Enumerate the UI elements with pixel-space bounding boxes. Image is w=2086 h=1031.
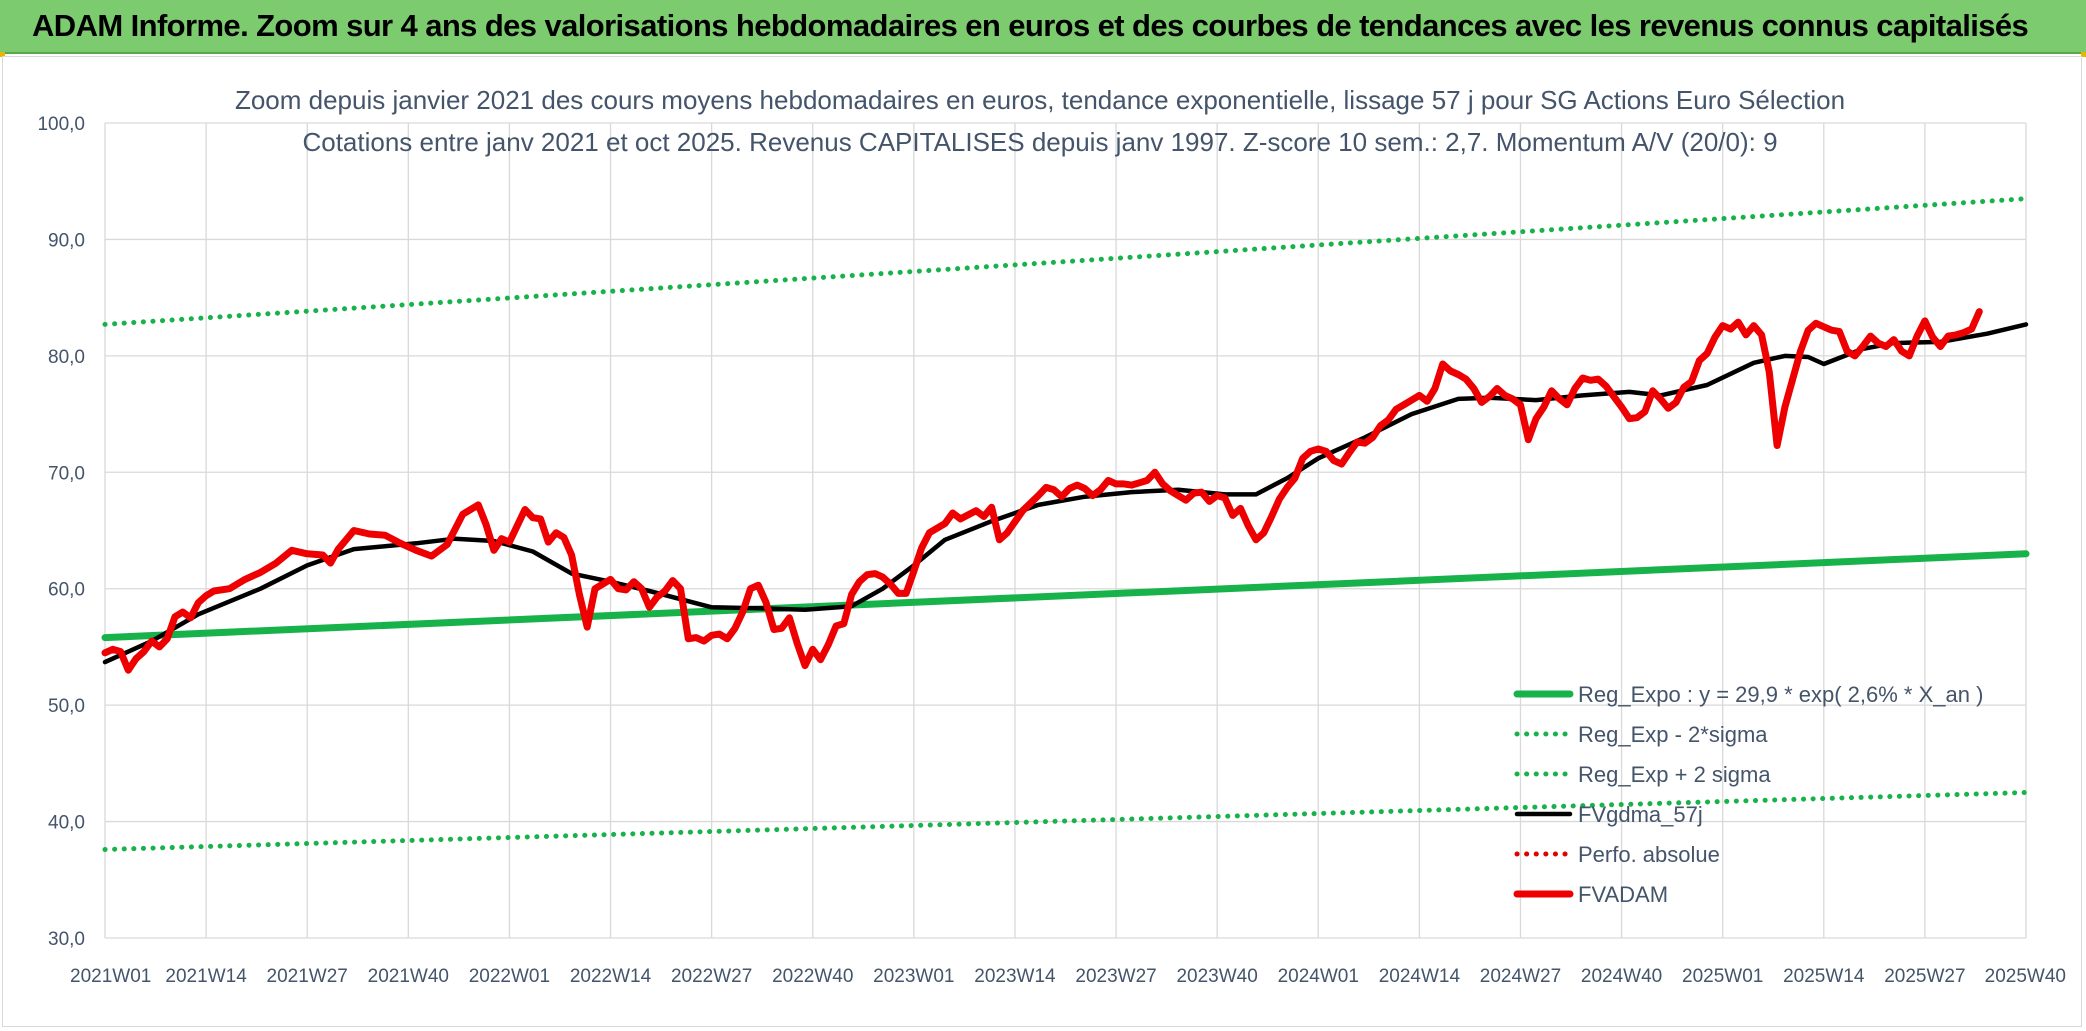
legend-label: FVADAM bbox=[1578, 882, 1668, 907]
y-tick-label: 100,0 bbox=[37, 114, 85, 135]
x-tick-label: 2023W01 bbox=[873, 966, 954, 987]
y-axis-labels: 30,0 40,0 50,0 60,0 70,0 80,0 90,0 100,0 bbox=[37, 114, 85, 950]
x-tick-label: 2024W40 bbox=[1581, 966, 1662, 987]
legend-label: Reg_Exp + 2 sigma bbox=[1578, 762, 1771, 787]
x-tick-label: 2025W14 bbox=[1783, 966, 1865, 987]
corner-marker-left bbox=[0, 52, 5, 57]
x-tick-label: 2022W40 bbox=[772, 966, 853, 987]
y-tick-label: 80,0 bbox=[48, 347, 85, 368]
x-tick-label: 2023W27 bbox=[1075, 966, 1156, 987]
x-tick-label: 2021W40 bbox=[368, 966, 449, 987]
x-tick-label: 2021W27 bbox=[267, 966, 348, 987]
y-tick-label: 90,0 bbox=[48, 230, 85, 251]
x-tick-label: 2023W14 bbox=[974, 966, 1056, 987]
series-line-3 bbox=[102, 196, 2029, 327]
y-tick-label: 70,0 bbox=[48, 463, 85, 484]
grid bbox=[104, 122, 2027, 939]
x-tick-label: 2023W40 bbox=[1176, 966, 1257, 987]
corner-marker-right bbox=[2081, 52, 2086, 57]
series-line-6 bbox=[101, 308, 1983, 674]
x-tick-label: 2022W14 bbox=[570, 966, 652, 987]
y-tick-label: 30,0 bbox=[48, 929, 85, 950]
report-title: ADAM Informe. Zoom sur 4 ans des valoris… bbox=[32, 8, 2029, 43]
x-tick-label: 2024W01 bbox=[1278, 966, 1359, 987]
series-line-1 bbox=[101, 550, 2030, 642]
chart-frame bbox=[2, 56, 2082, 1027]
series-line-2 bbox=[102, 790, 2029, 852]
chart-subtitle: Cotations entre janv 2021 et oct 2025. R… bbox=[302, 127, 1777, 157]
x-tick-label: 2022W27 bbox=[671, 966, 752, 987]
x-tick-label: 2024W27 bbox=[1480, 966, 1561, 987]
x-tick-label: 2025W27 bbox=[1884, 966, 1965, 987]
legend-label: Reg_Exp - 2*sigma bbox=[1578, 722, 1768, 747]
x-tick-label: 2025W40 bbox=[1985, 966, 2066, 987]
plot-area bbox=[101, 196, 2030, 852]
x-tick-label: 2022W01 bbox=[469, 966, 550, 987]
x-tick-label: 2024W14 bbox=[1379, 966, 1461, 987]
x-tick-label: 2021W14 bbox=[165, 966, 247, 987]
report-banner: ADAM Informe. Zoom sur 4 ans des valoris… bbox=[0, 0, 2086, 54]
y-tick-label: 50,0 bbox=[48, 696, 85, 717]
legend-label: FVgdma_57j bbox=[1578, 802, 1703, 827]
legend-label: Reg_Expo : y = 29,9 * exp( 2,6% * X_an ) bbox=[1578, 682, 1983, 707]
x-tick-label: 2021W01 bbox=[70, 966, 151, 987]
x-axis-labels: 2021W01 2021W14 2021W27 2021W40 2022W01 2022W… bbox=[70, 966, 2066, 987]
y-tick-label: 60,0 bbox=[48, 580, 85, 601]
chart-title: Zoom depuis janvier 2021 des cours moyen… bbox=[235, 85, 1845, 115]
y-tick-label: 40,0 bbox=[48, 813, 85, 834]
x-tick-label: 2025W01 bbox=[1682, 966, 1763, 987]
legend: Reg_Expo : y = 29,9 * exp( 2,6% * X_an )… bbox=[1513, 682, 1983, 907]
legend-label: Perfo. absolue bbox=[1578, 842, 1720, 867]
